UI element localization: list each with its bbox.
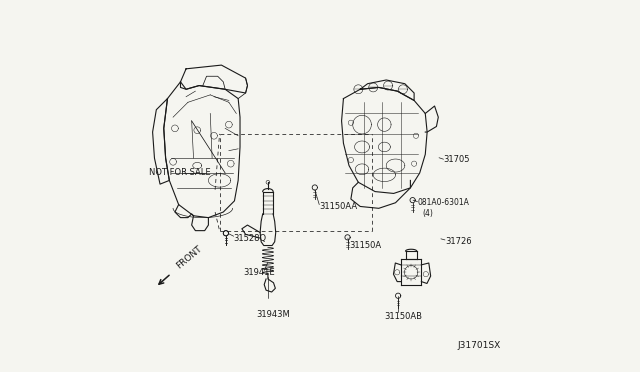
Text: 31150AB: 31150AB [384,312,422,321]
Text: 081A0-6301A: 081A0-6301A [417,198,469,207]
Text: 31528Q: 31528Q [234,234,267,243]
Text: 31705: 31705 [444,155,470,164]
Text: (4): (4) [422,209,433,218]
Text: 31943M: 31943M [257,310,291,319]
Text: 31150AA: 31150AA [319,202,357,211]
Text: FRONT: FRONT [174,244,204,271]
Text: 31150A: 31150A [349,241,381,250]
Text: J31701SX: J31701SX [458,341,501,350]
Text: 31726: 31726 [445,237,472,246]
Text: 31941E: 31941E [244,268,275,277]
Text: NOT FOR SALE: NOT FOR SALE [149,169,211,177]
